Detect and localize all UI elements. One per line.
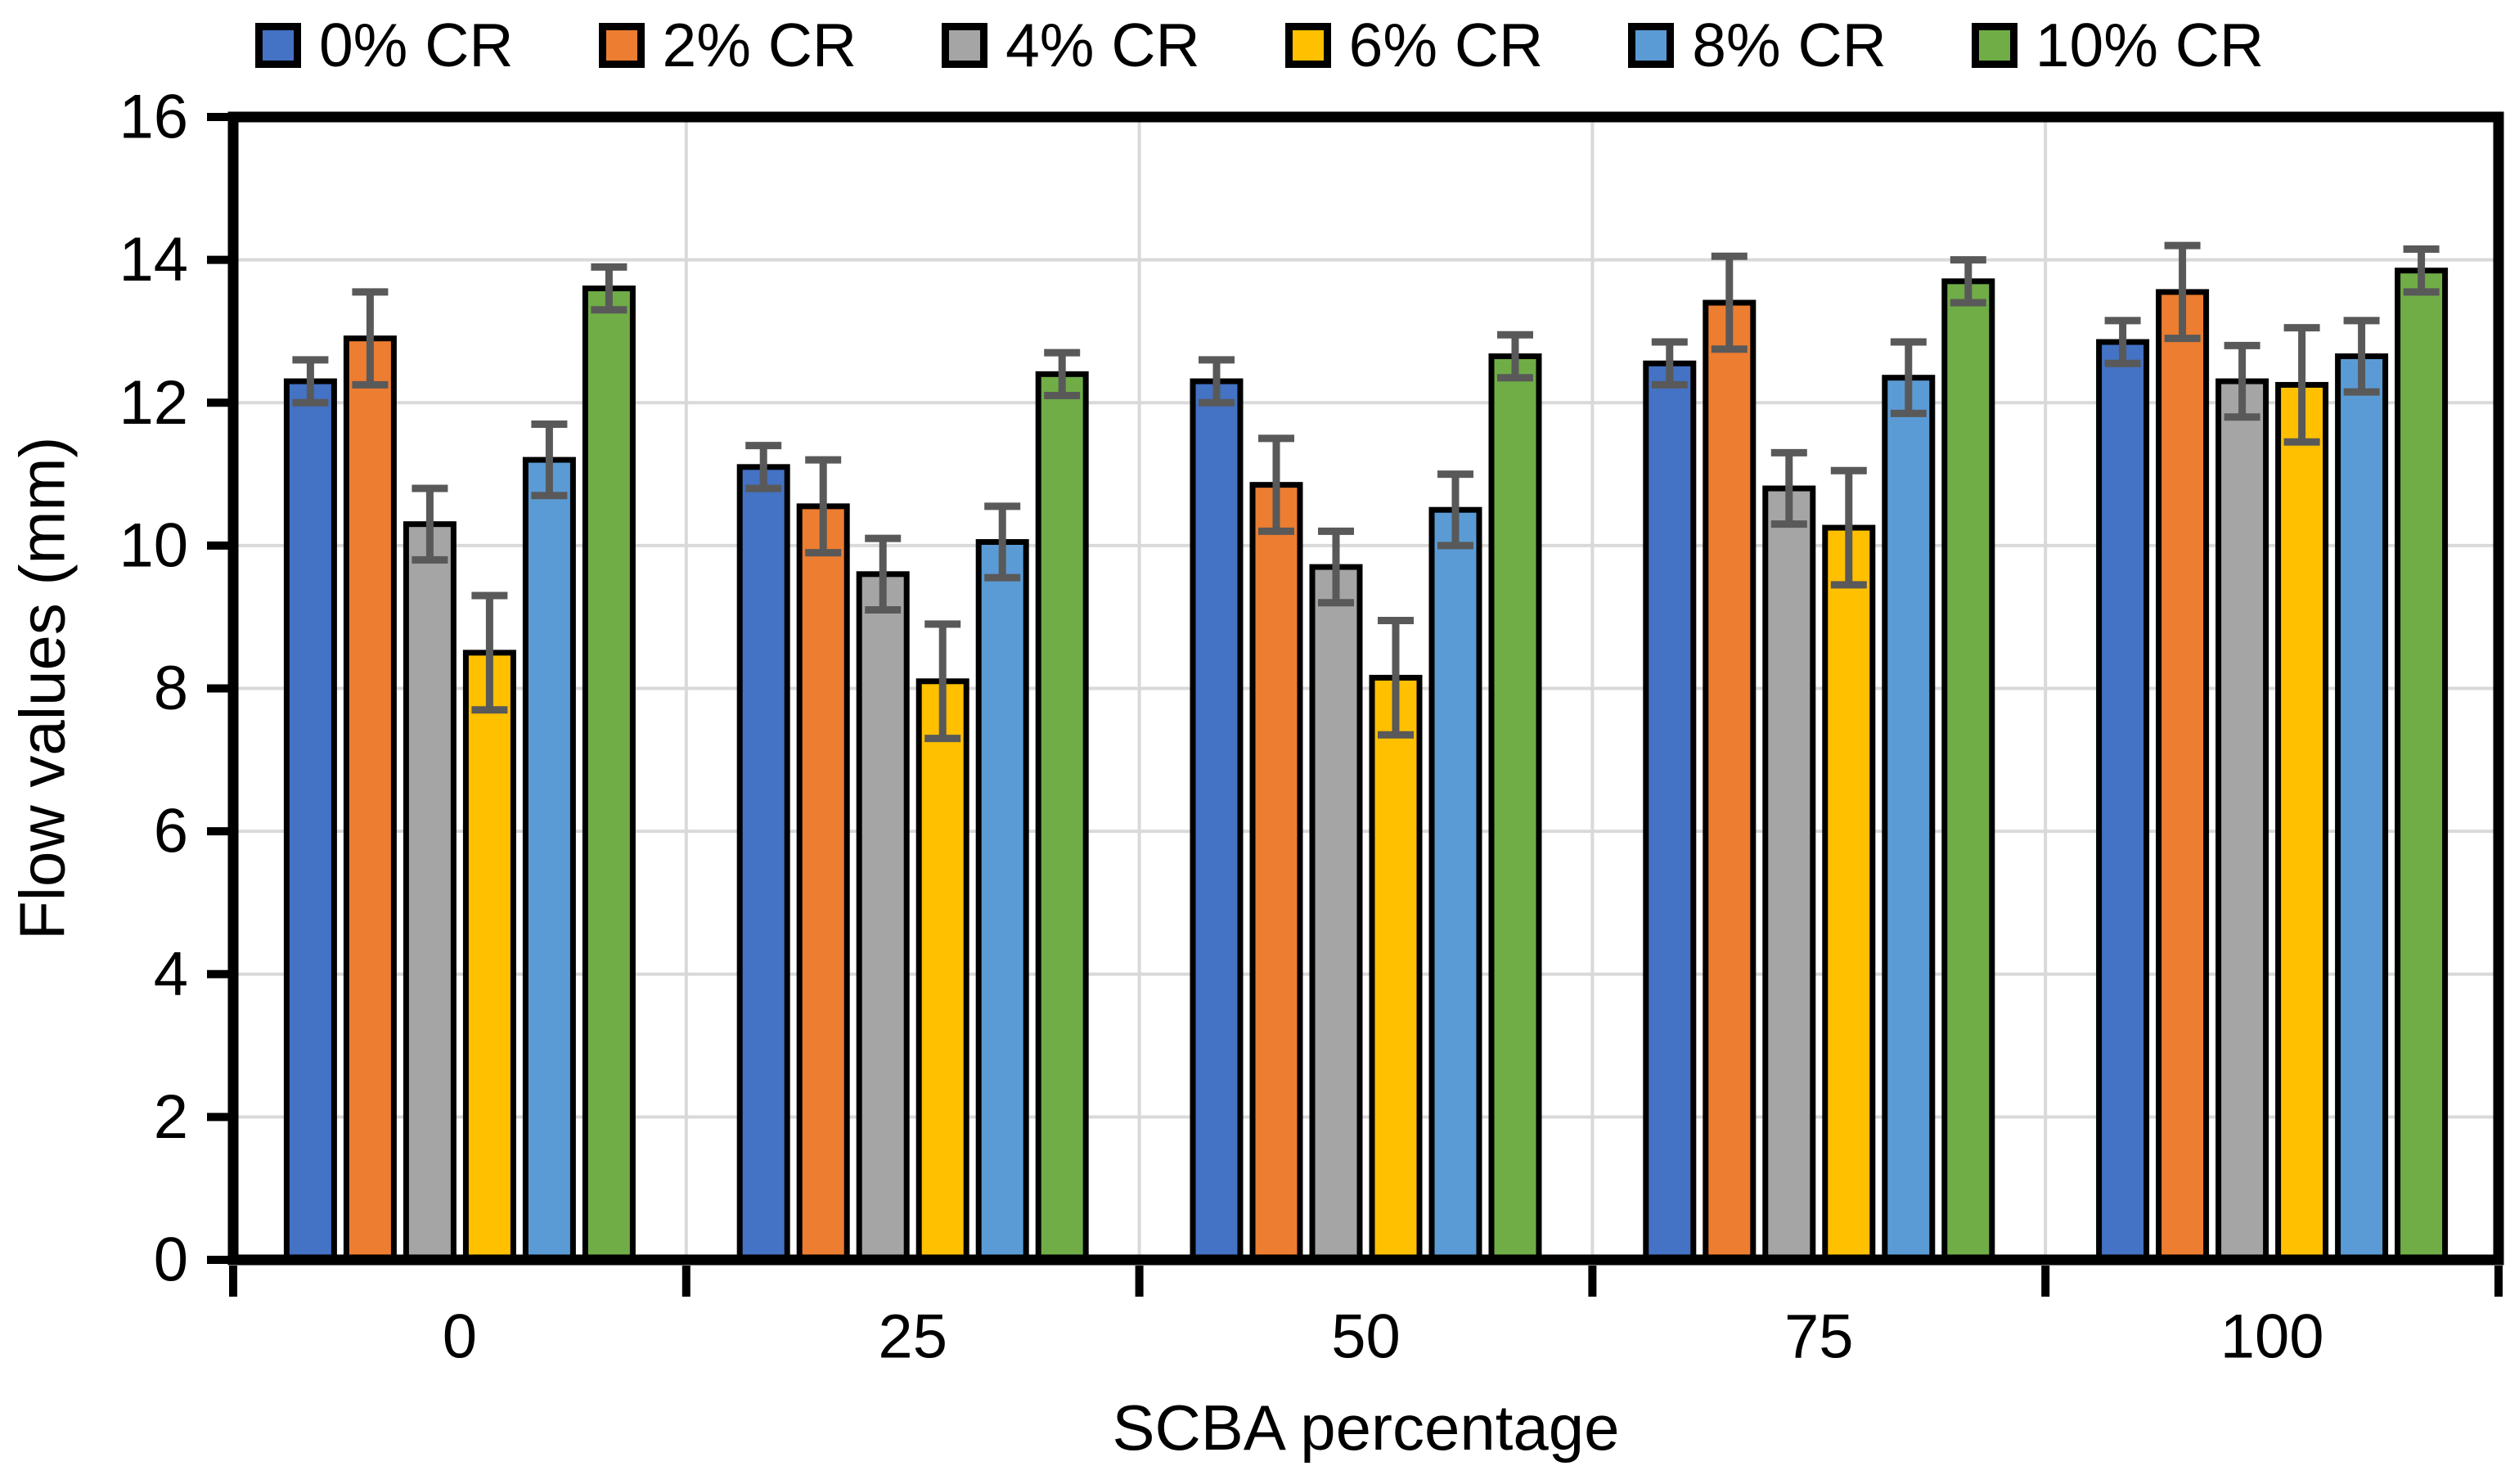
y-tick-label-14: 14 xyxy=(119,225,188,295)
y-tick-label-16: 16 xyxy=(119,83,188,152)
bar-8-cr-cat-50 xyxy=(1428,506,1482,1263)
y-tick-label-6: 6 xyxy=(154,797,188,866)
bar-2-cr-cat-100 xyxy=(2156,289,2210,1263)
bar-0-cr-cat-50 xyxy=(1190,378,1244,1263)
legend-item-6-cr: 6% CR xyxy=(1284,11,1544,79)
bar-10-cr-cat-100 xyxy=(2395,268,2449,1263)
bar-4-cr-cat-25 xyxy=(856,571,910,1263)
bar-8-cr-cat-0 xyxy=(522,456,576,1263)
y-tick-label-2: 2 xyxy=(154,1082,188,1152)
bar-0-cr-cat-75 xyxy=(1643,360,1697,1263)
bar-8-cr-cat-100 xyxy=(2335,353,2389,1263)
y-tick-label-10: 10 xyxy=(119,510,188,580)
legend-label: 6% CR xyxy=(1348,11,1544,79)
bar-2-cr-cat-25 xyxy=(796,503,850,1263)
bar-4-cr-cat-75 xyxy=(1762,485,1816,1263)
legend-swatch-icon xyxy=(598,22,645,68)
y-tick-label-12: 12 xyxy=(119,368,188,438)
bar-10-cr-cat-25 xyxy=(1035,371,1089,1263)
legend-swatch-icon xyxy=(1971,22,2017,68)
legend-item-10-cr: 10% CR xyxy=(1971,11,2265,79)
legend-item-4-cr: 4% CR xyxy=(942,12,1200,78)
bar-10-cr-cat-75 xyxy=(1941,278,1995,1263)
x-tick-label-50: 50 xyxy=(1331,1302,1401,1372)
bar-10-cr-cat-50 xyxy=(1488,353,1542,1263)
x-axis-title: SCBA percentage xyxy=(1112,1392,1620,1464)
legend-swatch-icon xyxy=(254,22,301,68)
bar-4-cr-cat-0 xyxy=(403,521,457,1263)
legend-swatch-icon xyxy=(1284,22,1331,68)
legend-item-2-cr: 2% CR xyxy=(598,11,857,79)
bar-6-cr-cat-0 xyxy=(462,650,516,1263)
bar-0-cr-cat-25 xyxy=(736,464,790,1263)
y-tick-label-0: 0 xyxy=(154,1225,188,1295)
x-tick-label-100: 100 xyxy=(2220,1302,2324,1372)
bar-4-cr-cat-50 xyxy=(1309,564,1363,1263)
chart-legend: 0% CR 2% CR 4% CR 6% CR 8% CR 10% CR xyxy=(0,8,2519,82)
legend-label: 0% CR xyxy=(318,11,514,79)
bar-0-cr-cat-0 xyxy=(283,378,337,1263)
legend-label: 8% CR xyxy=(1692,11,1887,79)
bar-2-cr-cat-50 xyxy=(1249,482,1303,1263)
bar-6-cr-cat-75 xyxy=(1822,524,1876,1263)
x-tick-label-25: 25 xyxy=(878,1302,947,1372)
legend-label: 2% CR xyxy=(662,11,857,79)
legend-item-8-cr: 8% CR xyxy=(1628,12,1887,78)
bar-8-cr-cat-75 xyxy=(1882,375,1936,1263)
x-tick-label-0: 0 xyxy=(443,1302,477,1372)
y-tick-label-8: 8 xyxy=(154,654,188,723)
bar-2-cr-cat-0 xyxy=(343,335,397,1263)
legend-swatch-icon xyxy=(1628,22,1675,68)
legend-item-0-cr: 0% CR xyxy=(254,11,514,79)
bar-8-cr-cat-25 xyxy=(975,539,1029,1263)
bar-2-cr-cat-75 xyxy=(1703,299,1757,1263)
bar-6-cr-cat-100 xyxy=(2275,381,2329,1263)
bar-6-cr-cat-25 xyxy=(915,678,969,1263)
bar-4-cr-cat-100 xyxy=(2215,378,2269,1263)
bar-10-cr-cat-0 xyxy=(582,286,636,1263)
x-tick-label-75: 75 xyxy=(1784,1302,1854,1372)
bar-6-cr-cat-50 xyxy=(1369,674,1423,1263)
legend-label: 4% CR xyxy=(1005,11,1200,79)
legend-label: 10% CR xyxy=(2035,11,2265,79)
bar-0-cr-cat-100 xyxy=(2096,339,2150,1263)
legend-swatch-icon xyxy=(942,22,988,68)
y-tick-label-4: 4 xyxy=(154,939,188,1009)
